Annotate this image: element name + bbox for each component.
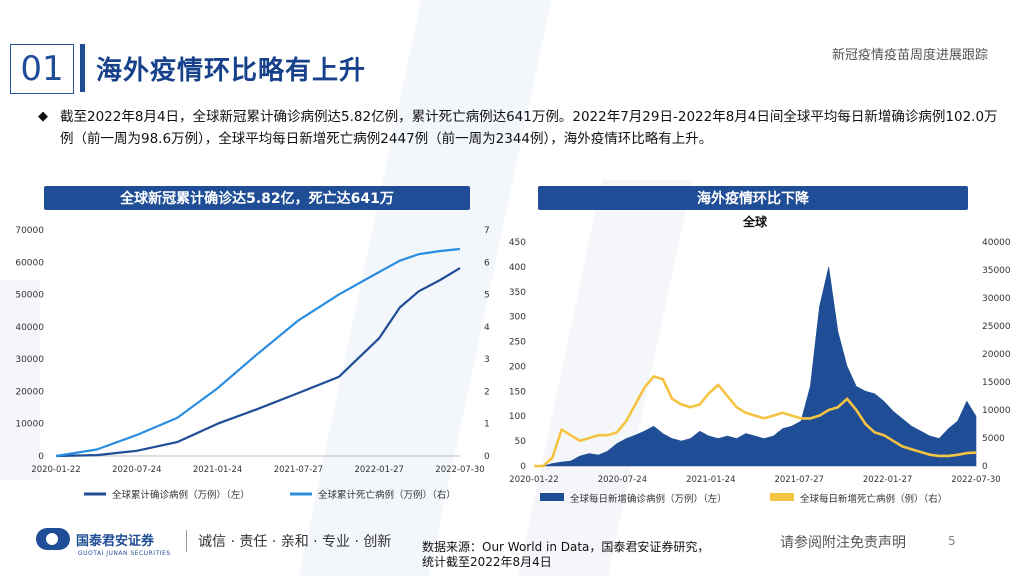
right-chart-header: 海外疫情环比下降 [538, 186, 968, 210]
y-left-tick-label: 150 [509, 387, 526, 397]
section-number: 01 [10, 44, 74, 94]
legend-swatch [540, 493, 564, 501]
summary-bullet: ◆ 截至2022年8月4日，全球新冠累计确诊病例达5.82亿例，累计死亡病例达6… [38, 106, 998, 150]
x-tick-label: 2022-01-27 [354, 465, 403, 475]
legend-swatch [770, 493, 794, 501]
page-title: 海外疫情环比略有上升 [96, 55, 367, 86]
y-left-tick-label: 10000 [15, 420, 44, 430]
y-right-tick-label: 5000 [982, 434, 1005, 444]
x-tick-label: 2021-07-27 [274, 465, 323, 475]
y-right-tick-label: 700 [484, 226, 490, 236]
x-tick-label: 2022-01-27 [863, 475, 912, 485]
disclaimer-text: 请参阅附注免责声明 [780, 535, 906, 551]
y-right-tick-label: 15000 [982, 378, 1011, 388]
series-line-deaths [534, 375, 977, 468]
x-tick-label: 2020-01-22 [509, 475, 558, 485]
page-number: 5 [948, 534, 956, 548]
y-left-tick-label: 40000 [15, 323, 44, 333]
left-cumulative-chart: 0 10000 20000 30000 40000 50000 60000 70000 0 100… [15, 226, 490, 501]
y-left-tick-label: 300 [509, 313, 526, 323]
y-left-tick-label: 20000 [15, 387, 44, 397]
y-left-tick-label: 250 [509, 338, 526, 348]
y-right-tick-label: 500 [484, 291, 490, 301]
footer-divider [186, 530, 187, 552]
y-right-tick-label: 20000 [982, 350, 1011, 360]
y-right-tick-label: 0 [484, 452, 490, 462]
series-area-confirmed [534, 266, 977, 467]
x-tick-label: 2022-07-30 [951, 475, 1000, 485]
y-right-tick-label: 0 [982, 462, 988, 472]
y-left-tick-label: 0 [38, 452, 44, 462]
y-left-tick-label: 70000 [15, 226, 44, 236]
x-tick-label: 2022-07-30 [435, 465, 484, 475]
y-right-tick-label: 200 [484, 387, 490, 397]
y-left-tick-label: 400 [509, 263, 526, 273]
y-right-tick-label: 100 [484, 420, 490, 430]
series-line-2 [55, 247, 461, 458]
y-left-tick-label: 30000 [15, 355, 44, 365]
legend-label: 全球每日新增死亡病例（例）（右） [800, 493, 947, 505]
x-tick-label: 2021-07-27 [774, 475, 823, 485]
y-left-tick-label: 50 [515, 437, 527, 447]
y-left-tick-label: 200 [509, 362, 526, 372]
data-source-line-1: 数据来源：Our World in Data，国泰君安证券研究， [422, 540, 710, 554]
legend-label: 全球累计确诊病例（万例）（左） [112, 489, 250, 501]
y-left-tick-label: 450 [509, 238, 526, 248]
y-left-tick-label: 100 [509, 412, 526, 422]
summary-text: 截至2022年8月4日，全球新冠累计确诊病例达5.82亿例，累计死亡病例达641… [60, 109, 998, 147]
data-source-line-2: 统计截至2022年8月4日 [422, 555, 552, 569]
y-left-tick-label: 0 [520, 462, 526, 472]
company-logo: 国泰君安证券 [36, 528, 154, 550]
x-tick-label: 2020-07-24 [112, 465, 161, 475]
y-left-tick-label: 50000 [15, 291, 44, 301]
y-right-tick-label: 600 [484, 258, 490, 268]
legend-label: 全球累计死亡病例（万例）（右） [318, 489, 456, 501]
x-tick-label: 2021-01-24 [193, 465, 242, 475]
right-daily-chart: 全球 0 50 100 150 200 250 300 350 400 450 0 5000 10000 1… [509, 214, 1011, 505]
y-left-tick-label: 350 [509, 288, 526, 298]
company-logo-text: 国泰君安证券 [76, 533, 155, 549]
x-tick-label: 2020-01-22 [31, 465, 80, 475]
data-source: 数据来源：Our World in Data，国泰君安证券研究， 统计截至202… [422, 540, 709, 570]
y-right-tick-label: 30000 [982, 294, 1011, 304]
company-logo-icon [36, 528, 70, 550]
y-left-tick-label: 60000 [15, 258, 44, 268]
y-right-tick-label: 25000 [982, 322, 1011, 332]
y-right-tick-label: 300 [484, 355, 490, 365]
x-tick-label: 2020-07-24 [598, 475, 647, 485]
bullet-diamond-icon: ◆ [38, 109, 48, 124]
title-accent-bar [80, 44, 85, 92]
legend-label: 全球每日新增确诊病例（万例）（左） [570, 493, 727, 505]
company-slogan: 诚信 · 责任 · 亲和 · 专业 · 创新 [198, 534, 392, 550]
y-right-tick-label: 40000 [982, 238, 1011, 248]
report-name: 新冠疫情疫苗周度进展跟踪 [831, 48, 988, 63]
x-tick-label: 2021-01-24 [686, 475, 735, 485]
series-line-1 [55, 267, 461, 458]
y-right-tick-label: 10000 [982, 406, 1011, 416]
company-logo-subtext: GUOTAI JUNAN SECURITIES [78, 550, 171, 557]
chart-subtitle: 全球 [742, 214, 768, 229]
y-right-tick-label: 400 [484, 323, 490, 333]
y-right-tick-label: 35000 [982, 266, 1011, 276]
left-chart-header: 全球新冠累计确诊达5.82亿，死亡达641万 [44, 186, 470, 210]
background-shape-3 [0, 280, 40, 480]
